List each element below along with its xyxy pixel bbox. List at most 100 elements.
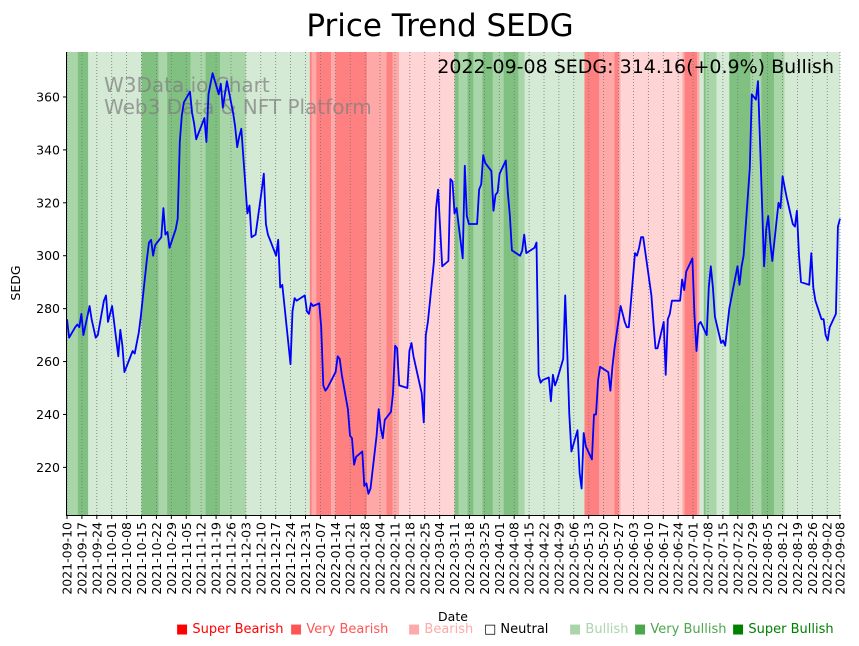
x-tick-label: 2022-05-06 — [566, 522, 581, 595]
x-tick-label: 2022-02-18 — [402, 522, 417, 595]
legend-text: Super Bearish — [192, 622, 283, 637]
x-tick-label: 2022-01-21 — [343, 522, 358, 595]
sentiment-band — [220, 52, 246, 515]
legend-text: Super Bullish — [748, 622, 833, 637]
x-tick-label: 2022-02-04 — [373, 522, 388, 595]
sentiment-band — [190, 52, 206, 515]
x-ticks: 2021-09-10 2021-09-17 2021-09-24 2021-10-01… — [60, 515, 848, 595]
sentiment-band — [309, 52, 312, 515]
x-tick-label: 2022-08-26 — [805, 522, 820, 595]
sentiment-band — [584, 52, 600, 515]
x-tick-label: 2021-10-29 — [164, 522, 179, 595]
x-tick-label: 2022-01-28 — [358, 522, 373, 595]
sentiment-band — [482, 52, 493, 515]
very-bullish-marker-icon: ■ — [634, 622, 650, 637]
sentiment-bands — [67, 52, 840, 515]
x-tick-label: 2021-10-22 — [149, 522, 164, 595]
sentiment-band — [473, 52, 483, 515]
bearish-marker-icon: ■ — [408, 622, 424, 637]
x-tick-label: 2021-12-31 — [298, 522, 313, 595]
watermark-line-1: W3Data.io Chart — [104, 73, 270, 97]
x-tick-label: 2021-09-10 — [60, 522, 75, 595]
x-tick-label: 2021-09-24 — [89, 522, 104, 595]
sentiment-band — [167, 52, 191, 515]
y-tick-label: 320 — [36, 195, 60, 210]
sentiment-band — [699, 52, 704, 515]
sentiment-band — [467, 52, 474, 515]
sentiment-band — [77, 52, 89, 515]
x-tick-label: 2022-06-10 — [641, 522, 656, 595]
y-tick-label: 300 — [36, 248, 60, 263]
sentiment-band — [684, 52, 698, 515]
x-tick-label: 2022-04-15 — [522, 522, 537, 595]
legend-label: ■ Super Bearish — [176, 622, 284, 637]
legend-text: Neutral — [500, 622, 548, 637]
sentiment-band — [773, 52, 785, 515]
x-tick-label: 2021-12-03 — [238, 522, 253, 595]
legend-item: ■ Super Bullish — [732, 622, 834, 637]
sentiment-band — [620, 52, 683, 515]
sentiment-band — [458, 52, 468, 515]
x-tick-label: 2022-03-18 — [462, 522, 477, 595]
y-tick-label: 360 — [36, 89, 60, 104]
sentiment-band — [599, 52, 615, 515]
legend-label: ■ Super Bullish — [732, 622, 834, 637]
legend-item: ■ Very Bullish — [634, 622, 726, 637]
x-tick-label: 2022-03-25 — [477, 522, 492, 595]
legend-label: ■ Very Bearish — [290, 622, 388, 637]
sentiment-band — [399, 52, 455, 515]
sentiment-band — [67, 52, 78, 515]
sentiment-band — [205, 52, 221, 515]
x-tick-label: 2022-09-02 — [820, 522, 835, 595]
sentiment-band — [386, 52, 393, 515]
sentiment-band — [88, 52, 142, 515]
sentiment-band — [158, 52, 168, 515]
x-tick-label: 2022-07-01 — [686, 522, 701, 595]
sentiment-band — [311, 52, 317, 515]
x-tick-label: 2022-03-04 — [432, 522, 447, 595]
x-tick-label: 2021-10-15 — [134, 522, 149, 595]
x-tick-label: 2022-01-07 — [313, 522, 328, 595]
sentiment-band — [703, 52, 706, 515]
x-tick-label: 2022-03-11 — [447, 522, 462, 595]
y-tick-label: 340 — [36, 142, 60, 157]
x-tick-label: 2021-11-05 — [179, 522, 194, 595]
x-tick-label: 2022-07-08 — [700, 522, 715, 595]
legend-label: □ Neutral — [484, 622, 548, 637]
sentiment-band — [335, 52, 368, 515]
x-tick-label: 2022-06-17 — [656, 522, 671, 595]
very-bearish-marker-icon: ■ — [290, 622, 306, 637]
legend-item: ■ Bearish — [408, 622, 473, 637]
legend-label: ■ Very Bullish — [634, 622, 726, 637]
x-tick-label: 2021-12-10 — [253, 522, 268, 595]
y-tick-label: 220 — [36, 460, 60, 475]
x-tick-label: 2022-02-11 — [387, 522, 402, 595]
sentiment-band — [454, 52, 459, 515]
super-bullish-marker-icon: ■ — [732, 622, 748, 637]
x-axis-label: Date — [438, 609, 468, 624]
x-tick-label: 2021-11-12 — [194, 522, 209, 595]
x-tick-label: 2021-10-08 — [119, 522, 134, 595]
y-tick-label: 280 — [36, 301, 60, 316]
chart-title: Price Trend SEDG — [306, 8, 573, 44]
x-tick-label: 2022-08-05 — [760, 522, 775, 595]
sentiment-band — [245, 52, 310, 515]
x-tick-label: 2022-04-29 — [551, 522, 566, 595]
sentiment-band — [141, 52, 159, 515]
x-tick-label: 2022-05-27 — [611, 522, 626, 595]
x-tick-label: 2022-07-15 — [715, 522, 730, 595]
x-tick-label: 2021-12-17 — [268, 522, 283, 595]
axes — [66, 52, 841, 516]
sentiment-band — [750, 52, 762, 515]
sentiment-band — [316, 52, 332, 515]
sentiment-band — [492, 52, 504, 515]
legend-label: ■ Bullish — [569, 622, 628, 637]
y-tick-label: 260 — [36, 354, 60, 369]
legend-item: □ Neutral — [484, 622, 548, 637]
super-bearish-marker-icon: ■ — [176, 622, 192, 637]
legend: ■ Super Bearish ■ Very Bearish ■ Bearish □ … — [176, 622, 834, 637]
x-tick-label: 2022-04-01 — [492, 522, 507, 595]
watermark-line-2: Web3 Data & NFT Platform — [104, 95, 372, 119]
legend-item: ■ Bullish — [569, 622, 628, 637]
